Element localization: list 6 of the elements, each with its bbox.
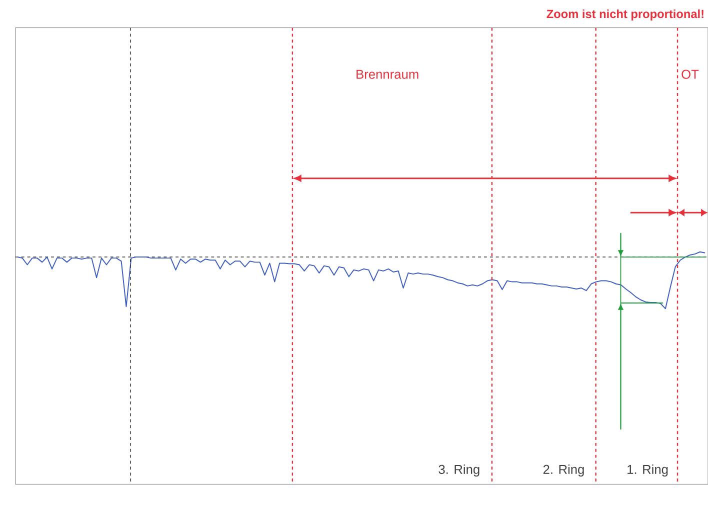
text: Zoom ist nicht proportional! <box>546 9 704 21</box>
text: 2. Ring <box>543 464 584 477</box>
text: Brennraum <box>356 70 418 79</box>
text: 3. Ring <box>438 464 480 477</box>
text: OT <box>682 70 699 79</box>
text: 1. Ring <box>628 464 668 477</box>
